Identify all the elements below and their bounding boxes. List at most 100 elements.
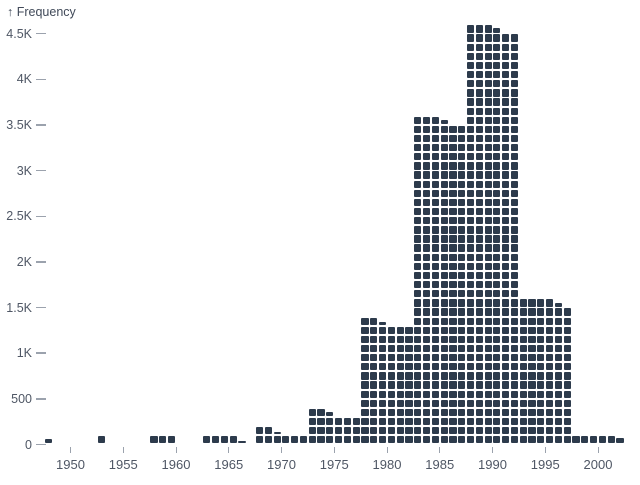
waffle-cell [440,280,448,289]
waffle-cell [519,381,527,389]
x-tick-label: 1960 [161,457,191,472]
waffle-cell [528,299,536,307]
waffle-cell [598,436,606,444]
waffle-cell [510,217,519,225]
waffle-cell [493,116,501,124]
waffle-cell [414,344,422,353]
waffle-cell [414,326,422,334]
waffle-cell [475,372,483,380]
waffle-cell [563,390,571,398]
waffle-cell [502,262,510,271]
waffle-cell [414,436,422,444]
waffle-cell [422,207,431,216]
waffle-cell [528,427,536,435]
waffle-cell [466,262,475,271]
waffle-cell [431,217,439,225]
waffle-cell [493,417,501,426]
waffle-cell [370,399,378,407]
waffle-cell [379,399,387,407]
waffle-cell [458,299,466,307]
waffle-cell [519,372,527,380]
waffle-cell [519,363,527,371]
x-tick-label: 1980 [372,457,402,472]
waffle-cell [466,335,475,344]
waffle-cell [493,399,501,407]
waffle-cell [458,390,466,398]
waffle-cell [458,271,466,280]
waffle-cell [466,427,475,435]
waffle-cell [493,390,501,398]
waffle-cell [502,98,510,106]
waffle-cell [519,317,527,325]
waffle-cell [484,235,492,243]
waffle-cell [484,144,492,152]
waffle-cell [519,308,527,316]
waffle-cell [502,244,510,252]
waffle-cell [475,116,483,124]
waffle-cell [422,363,431,371]
waffle-cell [466,34,475,42]
waffle-cell [493,244,501,252]
waffle-cell [431,262,439,271]
waffle-cell [440,436,448,444]
waffle-cell [502,271,510,280]
waffle-cell [502,354,510,362]
waffle-cell [528,317,536,325]
waffle-cell [537,408,545,417]
waffle-cell [502,344,510,353]
waffle-cell [475,326,483,334]
waffle-cell [484,262,492,271]
waffle-cell [361,417,369,426]
waffle-cell [422,344,431,353]
waffle-cell [484,34,492,42]
waffle-cell [502,226,510,234]
waffle-cell [493,134,501,143]
x-tick-label: 1970 [267,457,296,472]
waffle-cell [537,308,545,316]
waffle-cell [510,427,519,435]
waffle-cell [528,399,536,407]
waffle-cell [475,226,483,234]
waffle-cell [493,80,501,88]
waffle-cell [422,417,431,426]
waffle-cell [510,125,519,134]
waffle-cell [405,335,413,344]
waffle-cell [484,399,492,407]
waffle-cell [493,107,501,115]
waffle-cell [458,125,466,134]
waffle-cell [546,381,554,389]
waffle-cell [546,299,554,307]
waffle-cell [458,180,466,188]
waffle-cell [466,71,475,79]
y-tick-label: 0 [25,437,32,452]
waffle-cell [370,390,378,398]
waffle-cell [546,344,554,353]
waffle-cell [493,299,501,307]
waffle-cell [510,180,519,188]
waffle-cell [528,363,536,371]
waffle-cell [484,207,492,216]
waffle-cell [449,372,457,380]
waffle-cell [493,363,501,371]
waffle-cell [273,432,281,435]
waffle-cell [255,436,264,444]
waffle-cell [387,417,395,426]
waffle-cell [458,427,466,435]
waffle-cell [554,317,563,325]
waffle-cell [510,162,519,170]
waffle-cell [475,436,483,444]
x-tick-mark [597,446,599,453]
waffle-cell [484,25,492,33]
waffle-cell [431,198,439,207]
waffle-cell [299,436,308,444]
waffle-cell [458,372,466,380]
waffle-cell [414,372,422,380]
waffle-cell [493,326,501,334]
waffle-cell [379,427,387,435]
waffle-cell [475,344,483,353]
x-tick-label: 1950 [56,457,85,472]
waffle-cell [554,381,563,389]
waffle-cell [484,344,492,353]
waffle-cell [431,162,439,170]
waffle-cell [387,436,395,444]
